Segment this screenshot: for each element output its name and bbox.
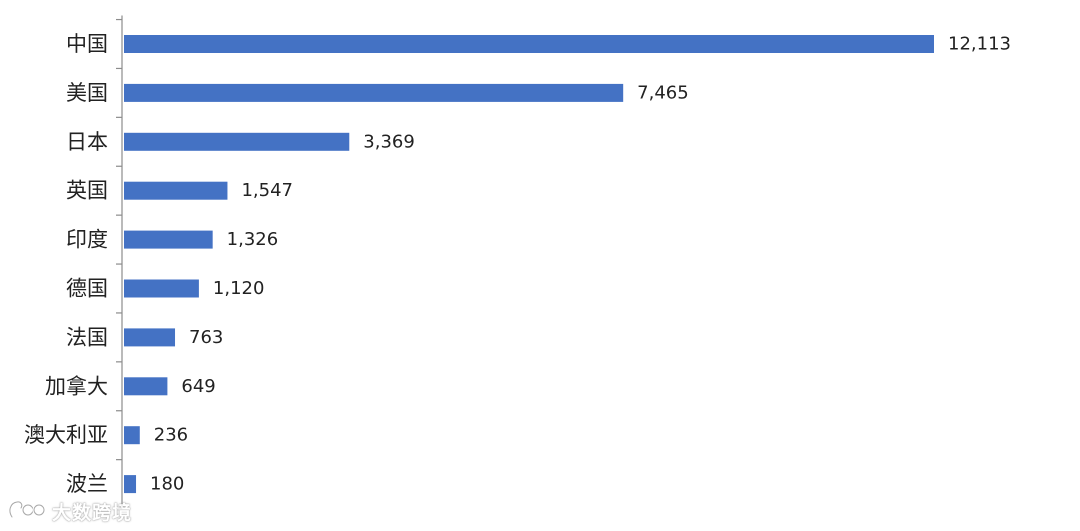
value-label: 12,113 xyxy=(948,34,1011,55)
bar xyxy=(124,475,137,494)
value-label: 1,120 xyxy=(213,278,265,299)
category-label: 澳大利亚 xyxy=(24,423,108,447)
value-label: 763 xyxy=(189,327,223,348)
bar xyxy=(124,426,140,445)
value-label: 649 xyxy=(181,376,215,397)
category-label: 波兰 xyxy=(66,472,108,496)
value-label: 7,465 xyxy=(637,82,689,103)
bar xyxy=(124,132,350,151)
bars xyxy=(124,35,934,494)
category-label: 德国 xyxy=(66,277,108,301)
bar xyxy=(124,377,168,396)
bar xyxy=(124,328,176,347)
value-label: 236 xyxy=(154,425,188,446)
category-label: 印度 xyxy=(66,228,108,252)
watermark-text: 大数跨境 xyxy=(52,501,133,524)
value-label: 180 xyxy=(150,474,184,495)
category-label: 加拿大 xyxy=(45,374,108,398)
watermark: 大数跨境 xyxy=(6,496,132,526)
category-label: 中国 xyxy=(66,32,108,56)
bar xyxy=(124,83,624,102)
y-axis xyxy=(116,15,123,510)
bar xyxy=(124,181,228,200)
value-label: 1,326 xyxy=(227,229,279,250)
value-label: 1,547 xyxy=(241,180,293,201)
category-label: 美国 xyxy=(66,81,108,105)
bar xyxy=(124,35,934,53)
category-label: 英国 xyxy=(66,179,108,203)
bar xyxy=(124,279,199,298)
category-label: 日本 xyxy=(66,130,108,154)
value-labels: 12,113 7,465 3,369 1,547 1,326 1,120 763 649 236… xyxy=(150,34,1011,495)
bar xyxy=(124,230,213,249)
brand-logo-icon xyxy=(8,500,46,519)
value-label: 3,369 xyxy=(363,131,415,152)
category-label: 法国 xyxy=(66,325,108,349)
